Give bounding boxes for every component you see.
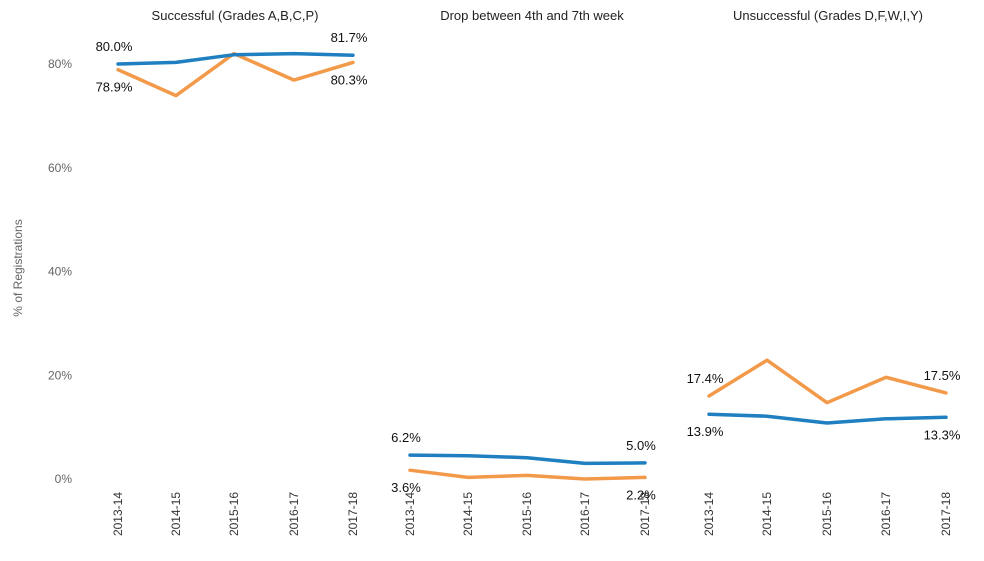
data-label: 80.0% (96, 39, 133, 54)
series-line-blue (707, 412, 948, 425)
data-label: 2.2% (626, 487, 656, 502)
x-tick-label: 2015-16 (820, 492, 834, 536)
series-line-orange (408, 468, 647, 481)
data-label: 17.4% (687, 371, 724, 386)
x-tick-label: 2014-15 (461, 492, 475, 536)
data-label: 17.5% (924, 368, 961, 383)
data-label: 5.0% (626, 438, 656, 453)
series-line-orange (707, 358, 948, 405)
chart-panel: Unsuccessful (Grades D,F,W,I,Y) 2013-14 20… (687, 8, 961, 536)
series-line-blue (116, 51, 355, 66)
y-tick-label: 40% (48, 265, 72, 279)
x-tick-label: 2014-15 (169, 492, 183, 536)
x-tick-label: 2016-17 (879, 492, 893, 536)
y-tick-label: 60% (48, 161, 72, 175)
chart-panels: Successful (Grades A,B,C,P) 2013-14 2014-1… (96, 8, 961, 536)
x-tick-label: 2013-14 (403, 492, 417, 536)
data-label: 3.6% (391, 480, 421, 495)
x-tick-label: 2015-16 (520, 492, 534, 536)
y-tick-label: 20% (48, 368, 72, 382)
y-axis-label: % of Registrations (11, 219, 25, 316)
data-label: 6.2% (391, 430, 421, 445)
x-tick-label: 2016-17 (287, 492, 301, 536)
y-tick-label: 80% (48, 57, 72, 71)
series-line-orange (116, 51, 355, 98)
data-label: 81.7% (331, 30, 368, 45)
chart-panel: Successful (Grades A,B,C,P) 2013-14 2014-1… (96, 8, 368, 536)
series-line-blue (408, 453, 647, 466)
y-axis: 0% 20% 40% 60% 80% (48, 57, 72, 486)
data-label: 13.3% (924, 427, 961, 442)
x-tick-label: 2013-14 (111, 492, 125, 536)
panel-title: Drop between 4th and 7th week (440, 8, 624, 23)
x-tick-label: 2017-18 (939, 492, 953, 536)
y-tick-label: 0% (55, 472, 73, 486)
chart-panel: Drop between 4th and 7th week 2013-14 2014… (391, 8, 656, 536)
data-label: 13.9% (687, 424, 724, 439)
panel-title: Successful (Grades A,B,C,P) (152, 8, 319, 23)
panel-title: Unsuccessful (Grades D,F,W,I,Y) (733, 8, 923, 23)
data-label: 80.3% (331, 72, 368, 87)
x-tick-label: 2016-17 (578, 492, 592, 536)
data-label: 78.9% (96, 80, 133, 95)
x-tick-label: 2015-16 (227, 492, 241, 536)
x-tick-label: 2013-14 (702, 492, 716, 536)
x-tick-label: 2017-18 (638, 492, 652, 536)
x-tick-label: 2014-15 (760, 492, 774, 536)
x-tick-label: 2017-18 (346, 492, 360, 536)
